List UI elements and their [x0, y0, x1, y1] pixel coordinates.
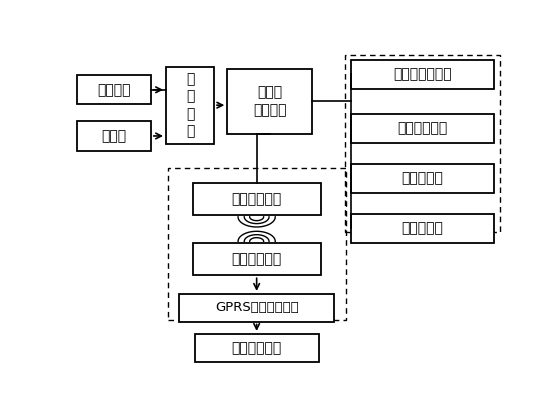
Bar: [351, 60, 494, 89]
Text: 光感模块: 光感模块: [97, 83, 131, 97]
Text: 发光管: 发光管: [102, 129, 126, 143]
Bar: [345, 55, 500, 232]
Bar: [168, 168, 346, 320]
Text: 温度传感器: 温度传感器: [401, 171, 443, 185]
Bar: [193, 243, 321, 275]
Text: 白蚁感知传感器: 白蚁感知传感器: [393, 67, 452, 81]
Bar: [179, 294, 334, 322]
Text: 微
控
制
器: 微 控 制 器: [186, 72, 194, 138]
Bar: [193, 183, 321, 215]
Text: 信号接收终端: 信号接收终端: [231, 252, 282, 266]
Bar: [227, 69, 312, 134]
Text: 射频发射电路: 射频发射电路: [231, 192, 282, 206]
Text: 传感器
接口模块: 传感器 接口模块: [253, 86, 287, 117]
Bar: [351, 214, 494, 243]
Bar: [77, 121, 151, 151]
Text: 光照度传感器: 光照度传感器: [397, 121, 448, 135]
Text: GPRS数据传输模块: GPRS数据传输模块: [215, 301, 299, 314]
Bar: [166, 67, 214, 144]
Bar: [195, 334, 319, 361]
Text: 管理终端模块: 管理终端模块: [231, 341, 282, 355]
Bar: [77, 75, 151, 104]
Bar: [351, 114, 494, 143]
Text: 湿度传感器: 湿度传感器: [401, 222, 443, 235]
Bar: [351, 164, 494, 193]
